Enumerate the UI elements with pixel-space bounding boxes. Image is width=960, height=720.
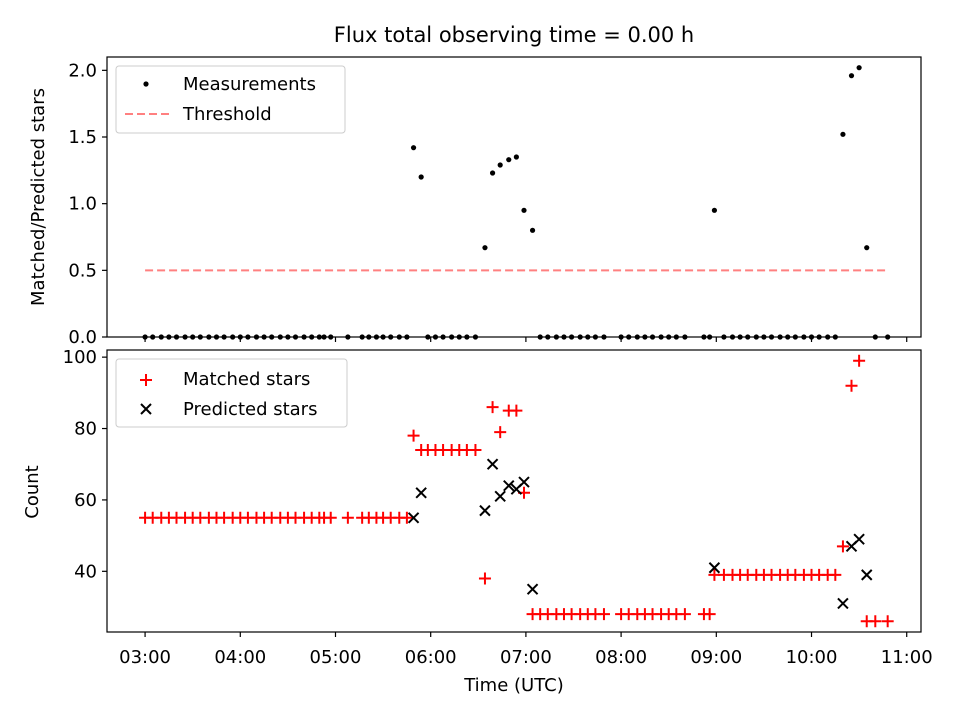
x-tick-label: 11:00: [881, 647, 933, 668]
matched-stars-point: [407, 429, 420, 442]
bottom-panel: 40 60 80 100 03:00 04:00 05:00 06:00 07:00 08:00…: [22, 347, 933, 696]
top-y-tick-label: 1.0: [68, 194, 97, 215]
matched-stars-point: [881, 615, 894, 628]
bottom-legend-box: [115, 358, 348, 428]
legend-matched-marker: [140, 374, 152, 386]
legend-threshold-label: Threshold: [182, 104, 272, 125]
top-x-ticks: [144, 337, 908, 342]
matched-stars-point: [597, 608, 610, 621]
measurements-point: [482, 245, 488, 251]
x-tick-label: 09:00: [690, 647, 742, 668]
top-y-tick-label: 1.5: [68, 127, 97, 148]
legend-measurements-label: Measurements: [183, 74, 316, 95]
measurements-point: [521, 207, 527, 213]
measurements-point: [711, 207, 718, 213]
measurements-point: [418, 174, 424, 180]
x-tick-label: 08:00: [595, 647, 647, 668]
figure-title: Flux total observing time = 0.00 h: [334, 23, 694, 47]
measurements-point: [497, 162, 503, 168]
predicted-stars-point: [526, 583, 539, 595]
predicted-stars-point: [861, 569, 873, 581]
x-tick-label: 05:00: [310, 647, 362, 668]
predicted-stars-point: [407, 512, 420, 524]
legend-matched-label: Matched stars: [183, 369, 310, 390]
measurements-point: [506, 157, 512, 163]
measurements-point: [864, 245, 870, 251]
x-tick-label: 06:00: [405, 647, 457, 668]
measurements-point: [529, 227, 536, 233]
top-panel: 0.00.51.01.52.0 Matched/Predicted stars …: [28, 56, 922, 348]
measurements-point: [513, 154, 519, 160]
predicted-stars-point: [518, 476, 530, 488]
matched-stars-point: [678, 608, 691, 621]
matched-stars-point: [478, 572, 491, 585]
measurements-point: [489, 170, 496, 176]
x-tick-label: 10:00: [786, 647, 838, 668]
matched-stars-point: [853, 354, 866, 367]
predicted-stars-point: [837, 597, 849, 610]
bottom-y-axis-label: Count: [22, 465, 43, 518]
top-y-tick-label: 0.0: [68, 327, 97, 348]
top-legend-box: [115, 65, 346, 134]
measurements-point: [848, 73, 855, 79]
matched-stars-point: [845, 379, 858, 392]
matched-stars-point: [836, 540, 849, 553]
predicted-stars-point: [853, 533, 865, 545]
matched-stars-point: [510, 404, 523, 417]
predicted-stars-point: [494, 490, 506, 503]
top-axes-frame: [106, 56, 922, 338]
x-tick-label: 04:00: [214, 647, 266, 668]
top-y-ticks: 0.0 0.5 1.0 1.5 2.0: [68, 60, 107, 348]
bottom-y-tick-label: 80: [74, 419, 97, 440]
measurements-point: [410, 145, 417, 151]
x-tick-label: 07:00: [500, 647, 552, 668]
matched-stars-point: [469, 443, 482, 456]
matched-stars-point: [703, 608, 716, 621]
matched-stars-point: [400, 511, 413, 524]
legend-measurements-marker: [143, 81, 149, 87]
matched-stars-point: [494, 426, 507, 439]
bottom-x-ticks: 03:00 04:00 05:00 06:00 07:00 08:00 09:00 10:00…: [119, 632, 933, 668]
bottom-y-tick-label: 40: [74, 561, 97, 582]
x-axis-label: Time (UTC): [463, 675, 564, 696]
matched-stars-point: [324, 511, 337, 524]
measurements-point: [856, 65, 862, 71]
matched-stars-point: [486, 401, 499, 414]
bottom-legend: Matched stars Predicted stars: [115, 358, 348, 428]
predicted-stars-point: [708, 562, 721, 574]
top-y-tick-label: 0.5: [68, 260, 97, 281]
predicted-stars-point: [479, 504, 491, 517]
legend-predicted-label: Predicted stars: [183, 399, 317, 420]
matched-stars-point: [829, 568, 842, 581]
matched-stars-point: [341, 511, 354, 524]
x-tick-label: 03:00: [119, 647, 171, 668]
predicted-stars-point: [503, 479, 515, 492]
top-y-tick-label: 2.0: [68, 60, 97, 81]
predicted-stars-point: [486, 458, 499, 470]
predicted-stars-point: [415, 487, 427, 499]
measurements-point: [840, 131, 846, 137]
bottom-y-tick-label: 60: [74, 490, 97, 511]
bottom-axes-frame: [106, 349, 922, 633]
bottom-marks: [139, 354, 894, 628]
bottom-y-tick-label: 100: [63, 347, 97, 368]
top-legend: Measurements Threshold: [115, 65, 346, 134]
bottom-y-ticks: 40 60 80 100: [63, 347, 107, 582]
top-y-axis-label: Matched/Predicted stars: [28, 88, 49, 306]
matched-stars-point: [869, 615, 882, 628]
legend-predicted-marker: [140, 403, 152, 415]
